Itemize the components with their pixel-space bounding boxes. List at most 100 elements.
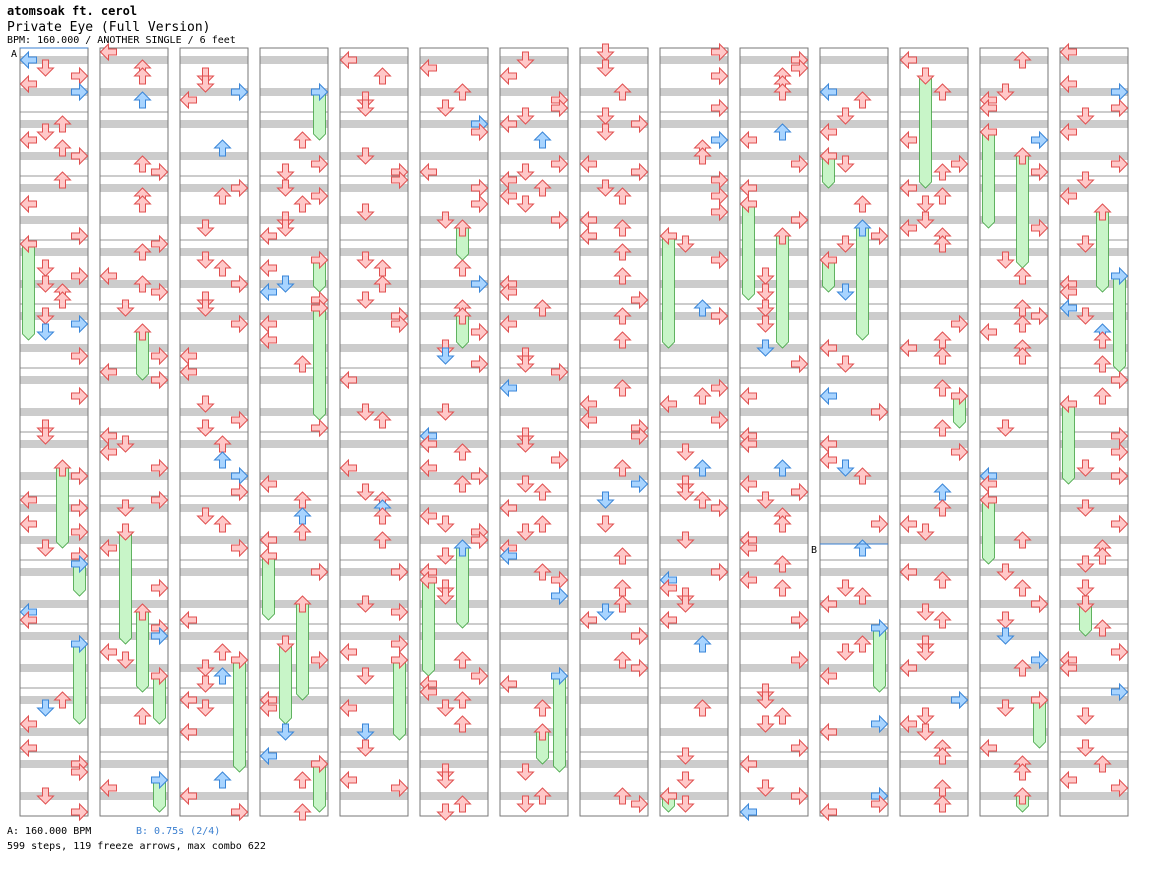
- beat-stripe: [500, 664, 568, 672]
- arrow-down-red: [516, 763, 535, 781]
- beat-stripe: [980, 312, 1048, 320]
- arrow-right-red: [471, 122, 489, 142]
- beat-stripe: [900, 536, 968, 544]
- beat-stripe: [500, 376, 568, 384]
- arrow-left-red: [1059, 394, 1077, 414]
- arrow-up-red: [293, 355, 312, 373]
- arrow-left-red: [419, 570, 437, 590]
- arrow-left-red: [579, 610, 597, 630]
- arrow-left-red: [499, 66, 517, 86]
- arrow-down-red: [756, 283, 775, 301]
- arrow-left-red: [659, 786, 677, 806]
- arrow-right-red: [391, 650, 409, 670]
- arrow-left-red: [899, 178, 917, 198]
- arrow-right-red: [71, 522, 89, 542]
- arrow-down-red: [116, 299, 135, 317]
- beat-stripe: [740, 536, 808, 544]
- beat-stripe: [100, 568, 168, 576]
- beat-stripe: [900, 152, 968, 160]
- beat-stripe: [580, 120, 648, 128]
- arrow-down-red: [836, 155, 855, 173]
- beat-stripe: [1060, 152, 1128, 160]
- arrow-left-red: [339, 770, 357, 790]
- arrow-up-red: [613, 243, 632, 261]
- arrow-left-red: [339, 642, 357, 662]
- arrow-up-red: [53, 459, 72, 477]
- arrow-down-red: [196, 675, 215, 693]
- arrow-left-red: [419, 162, 437, 182]
- arrow-right-red: [871, 402, 889, 422]
- arrow-down-red: [36, 539, 55, 557]
- arrow-left-red: [659, 578, 677, 598]
- arrow-up-red: [773, 227, 792, 245]
- arrow-up-red: [133, 275, 152, 293]
- beat-stripe: [420, 280, 488, 288]
- arrow-right-red: [551, 210, 569, 230]
- beat-stripe: [1060, 728, 1128, 736]
- arrow-left-red: [99, 42, 117, 62]
- freeze-arrow: [296, 603, 309, 701]
- arrow-down-red: [436, 547, 455, 565]
- beat-stripe: [20, 536, 88, 544]
- arrow-down-blue: [596, 491, 615, 509]
- beat-stripe: [500, 344, 568, 352]
- beat-stripe: [20, 344, 88, 352]
- arrow-up-red: [453, 691, 472, 709]
- arrow-down-red: [756, 779, 775, 797]
- arrow-left-red: [739, 754, 757, 774]
- arrow-down-red: [1076, 171, 1095, 189]
- beat-stripe: [900, 184, 968, 192]
- freeze-arrow: [233, 659, 246, 773]
- arrow-up-red: [613, 331, 632, 349]
- arrow-up-red: [773, 83, 792, 101]
- freeze-arrow: [262, 555, 275, 621]
- beat-stripe: [1060, 376, 1128, 384]
- beat-stripe: [500, 312, 568, 320]
- arrow-up-red: [213, 643, 232, 661]
- beat-stripe: [20, 408, 88, 416]
- arrow-up-red: [693, 491, 712, 509]
- beat-stripe: [100, 728, 168, 736]
- arrow-down-red: [276, 179, 295, 197]
- arrow-down-red: [356, 483, 375, 501]
- arrow-left-red: [99, 442, 117, 462]
- arrow-up-red: [133, 707, 152, 725]
- beat-stripe: [1060, 440, 1128, 448]
- arrow-up-red: [133, 323, 152, 341]
- arrow-up-blue: [133, 91, 152, 109]
- arrow-up-blue: [693, 299, 712, 317]
- arrow-down-red: [676, 443, 695, 461]
- arrow-down-red: [116, 435, 135, 453]
- beat-stripe: [500, 696, 568, 704]
- beat-stripe: [500, 472, 568, 480]
- beat-stripe: [260, 472, 328, 480]
- arrow-up-red: [53, 115, 72, 133]
- beat-stripe: [740, 120, 808, 128]
- arrow-down-red: [356, 403, 375, 421]
- arrow-left-red: [259, 474, 277, 494]
- beat-stripe: [500, 280, 568, 288]
- beat-stripe: [660, 568, 728, 576]
- beat-stripe: [660, 344, 728, 352]
- arrow-down-red: [916, 643, 935, 661]
- beat-stripe: [660, 280, 728, 288]
- arrow-up-red: [453, 651, 472, 669]
- arrow-up-red: [853, 635, 872, 653]
- beat-stripe: [660, 376, 728, 384]
- arrow-up-blue: [213, 771, 232, 789]
- arrow-left-red: [579, 226, 597, 246]
- beat-stripe: [820, 184, 888, 192]
- arrow-down-red: [916, 67, 935, 85]
- beat-stripe: [500, 408, 568, 416]
- beat-stripe: [1060, 344, 1128, 352]
- freeze-arrow: [279, 643, 292, 725]
- beat-stripe: [340, 312, 408, 320]
- arrow-right-red: [711, 42, 729, 62]
- arrow-up-red: [613, 83, 632, 101]
- arrow-down-red: [516, 107, 535, 125]
- arrow-down-red: [436, 211, 455, 229]
- beat-stripe: [580, 632, 648, 640]
- beat-stripe: [820, 760, 888, 768]
- beat-stripe: [420, 536, 488, 544]
- beat-stripe: [20, 504, 88, 512]
